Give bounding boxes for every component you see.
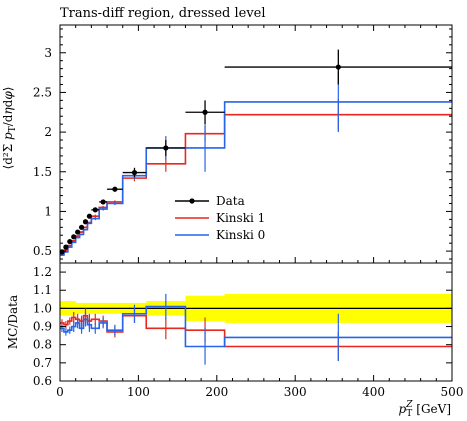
chart-title: Trans-diff region, dressed level — [60, 6, 266, 21]
main-y-tick-label: 2.5 — [33, 85, 52, 99]
data-point — [71, 234, 77, 240]
main-y-axis-label: ⟨d²Σ pT/dηdφ⟩ — [1, 87, 18, 170]
data-point — [112, 186, 118, 192]
legend-label-kinski-0: Kinski 0 — [216, 228, 265, 242]
ratio-y-tick-label: 0.8 — [33, 338, 52, 352]
data-point — [335, 64, 341, 70]
ratio-band-layer — [60, 293, 453, 323]
legend-marker-data-point — [189, 198, 195, 204]
ratio-y-tick-label: 1.2 — [33, 265, 52, 279]
main-data-layer — [59, 49, 452, 255]
ratio-y-tick-label: 0.7 — [33, 356, 52, 370]
legend: Data Kinski 1 Kinski 0 — [175, 194, 265, 242]
ratio-series-layer — [60, 293, 452, 365]
data-point — [82, 219, 89, 225]
ratio-y-tick-label: 1.1 — [33, 283, 52, 297]
legend-label-kinski-1: Kinski 1 — [216, 211, 265, 225]
data-point — [67, 238, 73, 245]
data-point — [75, 229, 81, 235]
x-tick-label: 200 — [205, 385, 228, 399]
x-tick-label: 100 — [127, 385, 150, 399]
data-point — [86, 213, 92, 219]
ratio-plot-frame — [59, 262, 453, 382]
ratio-y-tick-label: 1.0 — [33, 301, 52, 315]
ratio-y-tick-label: 0.6 — [33, 374, 52, 388]
main-y-tick-label: 2 — [44, 125, 52, 139]
data-point — [131, 169, 138, 176]
x-axis-label: pTZ [GeV] — [399, 400, 452, 419]
ratio-y-axis-label: MC/Data — [6, 295, 20, 349]
main-y-axis: 0.5 1 1.5 2 2.5 3 — [33, 28, 452, 260]
main-y-tick-label: 3 — [44, 46, 52, 60]
x-tick-label: 0 — [56, 385, 64, 399]
x-axis: 0 100 200 300 400 500 — [56, 25, 463, 399]
main-y-tick-label: 0.5 — [33, 244, 52, 258]
ratio-y-tick-label: 0.9 — [33, 320, 52, 334]
ratio-y-axis: 0.6 0.7 0.8 0.9 1.0 1.1 1.2 — [33, 265, 452, 388]
x-tick-label: 500 — [441, 385, 464, 399]
data-point — [63, 244, 69, 250]
data-point — [59, 249, 65, 255]
main-y-tick-label: 1 — [44, 204, 52, 218]
data-point — [163, 145, 169, 151]
legend-label-data: Data — [216, 194, 245, 208]
data-point — [202, 109, 208, 115]
x-tick-label: 400 — [362, 385, 385, 399]
data-point — [92, 207, 98, 213]
x-tick-label: 300 — [284, 385, 307, 399]
data-point — [78, 224, 85, 230]
ratio-kinski-0-line — [60, 305, 452, 348]
main-y-tick-label: 1.5 — [33, 165, 52, 179]
data-point — [100, 199, 106, 205]
